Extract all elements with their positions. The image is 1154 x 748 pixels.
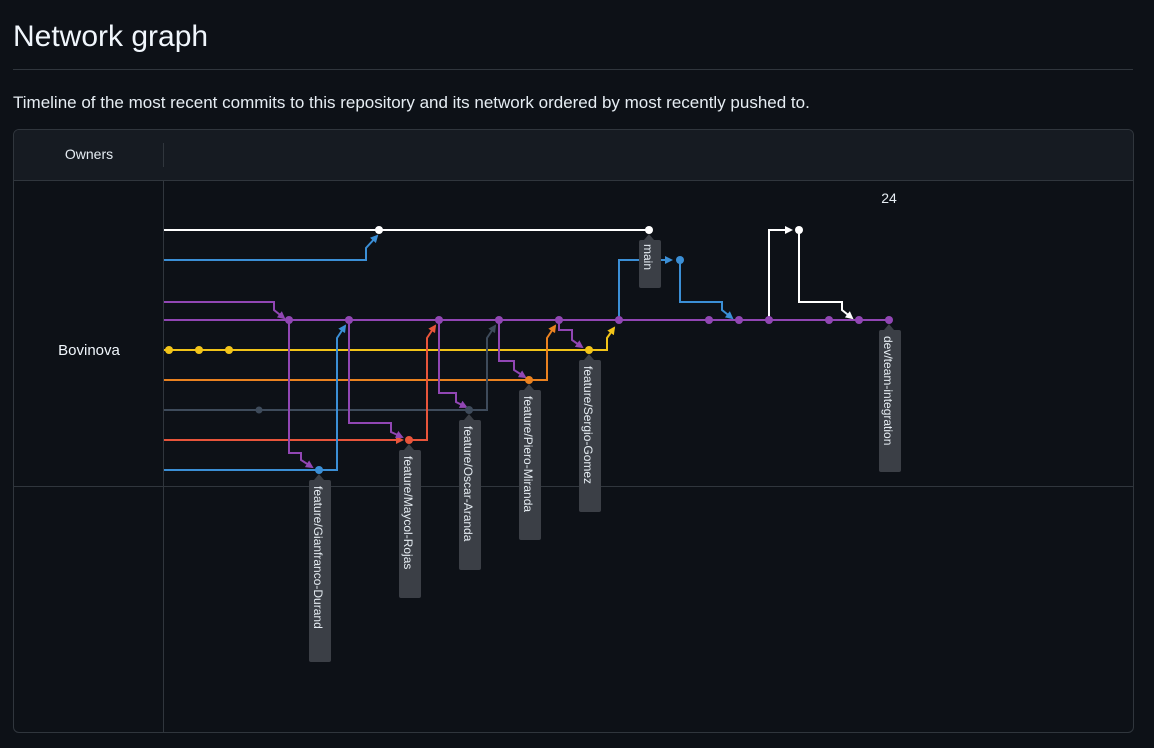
commit-dot[interactable]: [555, 316, 563, 324]
purple-drop-gianfranco: [288, 320, 314, 469]
owners-column-divider: [163, 181, 164, 732]
commit-dot[interactable]: [735, 316, 743, 324]
owner-name[interactable]: Bovinova: [58, 342, 120, 359]
commit-dot[interactable]: [765, 316, 773, 324]
commit-dot[interactable]: [885, 316, 893, 324]
commit-dot[interactable]: [855, 316, 863, 324]
orange-line: [164, 324, 557, 381]
purple-incoming-line: [164, 301, 286, 320]
yellow-line: [164, 326, 616, 351]
branch-label-sergio[interactable]: feature/Sergio-Gomez: [579, 354, 601, 512]
purple-drop-piero: [498, 320, 527, 379]
commit-dot[interactable]: [195, 346, 203, 354]
commit-dot[interactable]: [255, 406, 263, 414]
red-up-line: [410, 324, 437, 441]
commit-dot[interactable]: [645, 226, 653, 234]
commit-dot[interactable]: [465, 406, 473, 414]
commit-dot[interactable]: [825, 316, 833, 324]
title-divider: [13, 69, 1133, 70]
branch-label-main[interactable]: main: [639, 234, 661, 288]
blue-down-to-purple-line: [679, 260, 734, 320]
branch-label-piero[interactable]: feature/Piero-Miranda: [519, 384, 541, 540]
header-divider: [163, 143, 164, 167]
graph-header: Owners: [14, 130, 1133, 181]
commit-dot[interactable]: [285, 316, 293, 324]
commit-dot[interactable]: [525, 376, 533, 384]
branch-label-maycol[interactable]: feature/Maycol-Rojas: [399, 444, 421, 598]
blue-merge-main-line: [164, 234, 379, 261]
commit-dots[interactable]: [165, 226, 893, 474]
branch-label-gianfranco[interactable]: feature/Gianfranco-Durand: [309, 474, 331, 662]
commit-dot[interactable]: [375, 226, 383, 234]
blue-bottom-line: [164, 324, 347, 471]
page-description: Timeline of the most recent commits to t…: [13, 93, 810, 112]
owners-header: Owners: [64, 146, 114, 162]
commit-dot[interactable]: [345, 316, 353, 324]
page-title: Network graph: [13, 20, 209, 53]
network-graph-panel[interactable]: Owners Bovinova 24: [13, 129, 1134, 733]
branch-label-text: main: [641, 244, 655, 270]
commit-dot[interactable]: [676, 256, 684, 264]
commit-dot[interactable]: [615, 316, 623, 324]
network-graph-canvas[interactable]: 24: [14, 130, 1133, 732]
branch-label-text: feature/Oscar-Aranda: [461, 426, 475, 542]
commit-dot[interactable]: [585, 346, 593, 354]
commit-dot[interactable]: [165, 346, 173, 354]
branch-label-dev-team-integration[interactable]: dev/team-integration: [879, 324, 901, 472]
commit-dot[interactable]: [225, 346, 233, 354]
purple-drop-maycol: [348, 320, 404, 439]
commit-dot[interactable]: [495, 316, 503, 324]
commit-dot[interactable]: [405, 436, 413, 444]
slate-line: [164, 324, 497, 411]
date-label: 24: [881, 190, 897, 206]
purple-drop-sergio: [558, 320, 584, 349]
purple-drop-oscar: [438, 320, 468, 408]
commit-dot[interactable]: [705, 316, 713, 324]
white-branch-up-line: [768, 226, 793, 320]
branch-label-oscar[interactable]: feature/Oscar-Aranda: [459, 414, 481, 570]
branch-label-text: feature/Sergio-Gomez: [581, 366, 595, 484]
white-branch-down-line: [798, 230, 854, 320]
owner-row-divider: [14, 486, 1133, 487]
branch-label-text: feature/Piero-Miranda: [521, 396, 535, 512]
commit-dot[interactable]: [795, 226, 803, 234]
commit-dot[interactable]: [315, 466, 323, 474]
commit-dot[interactable]: [435, 316, 443, 324]
branch-label-text: dev/team-integration: [881, 336, 895, 445]
branch-label-text: feature/Gianfranco-Durand: [311, 486, 325, 629]
branch-label-text: feature/Maycol-Rojas: [401, 456, 415, 569]
